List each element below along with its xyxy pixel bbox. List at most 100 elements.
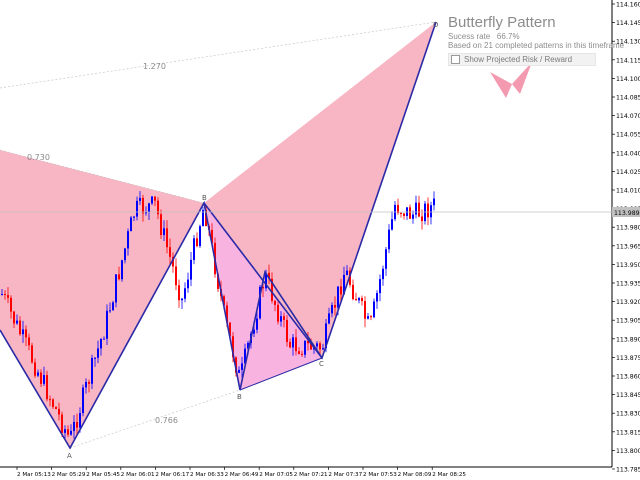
candle-body [412,214,414,219]
candle-body [319,343,321,350]
price-tick-label: 113.815 [616,429,640,436]
candle-body [379,279,381,294]
candle-body [28,337,30,346]
price-tick-label: 113.860 [616,374,640,381]
price-tick-label: 113.950 [616,262,640,269]
candle-body [322,348,324,350]
candle-body [262,286,264,289]
time-tick-label: 2 Mar 06:01 [121,472,155,478]
bcd-triangle [204,22,436,358]
candle-body [424,203,426,222]
candle-body [85,381,87,388]
price-tick-label: 114.070 [616,113,640,120]
price-tick-label: 114.160 [616,2,640,9]
time-tick-label: 2 Mar 06:17 [155,472,189,478]
butterfly-logo-icon [490,62,532,98]
show-projected-toggle[interactable]: Show Projected Risk / Reward [448,53,596,66]
candle-body [265,272,267,289]
candle-body [400,212,402,214]
candle-body [388,229,390,250]
candle-body [304,340,306,355]
price-tick-label: 113.875 [616,355,640,362]
point-label-d: D [433,21,438,29]
based-on-text: Based on 21 completed patterns in this t… [448,41,625,50]
candle-body [199,226,201,247]
price-tick-label: 113.845 [616,392,640,399]
candle-body [190,259,192,280]
candle-body [118,274,120,280]
candle-body [160,214,162,236]
candle-body [163,228,165,236]
point-label-b-top: B [202,194,207,202]
candle-body [223,296,225,306]
candle-body [343,274,345,295]
candle-body [409,207,411,219]
candle-body [256,318,258,330]
candle-body [307,340,309,344]
candle-body [187,279,189,289]
candle-body [367,316,369,319]
candle-body [292,337,294,348]
price-tick-label: 113.830 [616,411,640,418]
candle-body [295,337,297,352]
candle-body [7,295,9,298]
candle-body [382,268,384,280]
candle-body [196,238,198,247]
candle-body [13,311,15,324]
candle-body [4,294,6,296]
candle-body [361,297,363,302]
candle-body [334,305,336,308]
point-label-a: A [67,452,72,460]
candle-body [127,231,129,249]
candle-body [217,274,219,289]
price-tick-label: 114.115 [616,57,640,64]
price-tick-label: 113.980 [616,225,640,232]
price-tick-label: 113.965 [616,243,640,250]
candle-body [106,310,108,339]
candle-body [19,320,21,335]
ratio-lines [0,21,437,449]
candle-body [340,286,342,295]
price-tick-label: 113.890 [616,336,640,343]
candle-body [73,422,75,431]
time-tick-label: 2 Mar 08:25 [432,472,466,478]
time-tick-label: 2 Mar 07:05 [259,472,293,478]
success-rate-value: 66.7% [496,32,520,41]
price-tick-label: 114.100 [616,76,640,83]
candle-body [226,305,228,323]
candle-body [229,322,231,337]
candle-body [247,342,249,349]
candle-body [82,387,84,414]
candle-body [37,372,39,376]
candle-body [139,197,141,201]
candle-body [124,248,126,261]
candle-body [55,406,57,409]
candle-body [280,316,282,322]
candle-body [238,369,240,373]
candle-body [148,203,150,213]
show-projected-checkbox[interactable] [451,55,460,64]
candle-body [49,399,51,401]
candle-body [184,288,186,299]
candle-body [31,345,33,363]
candle-body [175,266,177,286]
pattern-title: Butterfly Pattern [448,14,556,31]
time-tick-label: 2 Mar 05:29 [52,472,86,478]
time-tick-label: 2 Mar 07:53 [363,472,397,478]
candle-body [421,216,423,222]
candle-body [70,430,72,435]
price-tick-label: 113.920 [616,299,640,306]
candle-body [166,228,168,248]
candle-body [172,256,174,267]
current-price-badge [612,207,640,217]
candle-body [337,286,339,308]
point-label-c: C [319,360,324,368]
candle-body [43,375,45,384]
candle-body [373,301,375,318]
price-tick-label: 114.130 [616,39,640,46]
price-tick-label: 114.085 [616,95,640,102]
candle-body [274,300,276,305]
candle-body [112,302,114,311]
